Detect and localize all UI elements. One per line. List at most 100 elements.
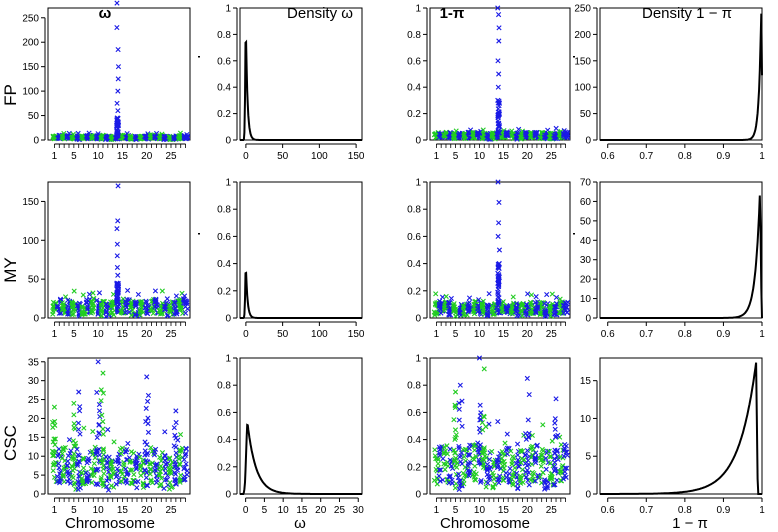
point — [495, 418, 501, 425]
point — [152, 288, 159, 294]
point — [472, 476, 478, 482]
x-tick-label: 0.7 — [639, 329, 653, 340]
point — [70, 456, 76, 462]
y-tick-label: 0.6 — [217, 408, 231, 419]
point — [147, 461, 154, 467]
point — [130, 477, 136, 484]
peak-point — [115, 289, 121, 295]
point — [499, 134, 505, 141]
y-tick-label: 0.2 — [407, 462, 421, 473]
outlier-point — [553, 396, 559, 402]
peak-point — [495, 113, 502, 119]
outlier-point — [100, 370, 106, 376]
point — [512, 465, 518, 471]
point — [121, 462, 127, 468]
point — [162, 457, 168, 463]
point — [471, 457, 477, 463]
point — [103, 310, 109, 316]
x-tick-label: 25 — [334, 505, 346, 516]
x-tick-label: 100 — [311, 151, 328, 162]
density-curve — [240, 271, 362, 319]
point — [52, 436, 59, 442]
point — [564, 129, 570, 136]
point — [533, 450, 539, 456]
point — [132, 311, 138, 317]
xlabel-chromosome-1: Chromosome — [65, 515, 155, 532]
point — [119, 471, 125, 477]
outlier-point — [95, 359, 101, 365]
point — [558, 478, 564, 484]
point — [148, 477, 154, 483]
point — [124, 446, 130, 453]
point — [456, 443, 462, 449]
x-tick-label: 50 — [277, 329, 289, 340]
point — [443, 293, 449, 300]
point — [167, 306, 174, 312]
x-tick-label: 1 — [759, 329, 765, 340]
point — [144, 398, 151, 404]
point — [96, 422, 102, 428]
panel-CSC-density-omega: 00.20.40.60.810 5 10 15 20 25 30 — [217, 354, 364, 517]
point — [447, 446, 453, 452]
point — [536, 455, 543, 461]
point — [452, 463, 458, 469]
point — [177, 431, 184, 438]
peak-point — [496, 281, 502, 287]
y-tick-label: 0.6 — [217, 232, 231, 243]
y-tick-label: 0.4 — [217, 259, 231, 270]
point — [441, 305, 448, 311]
point — [56, 446, 62, 452]
point — [489, 448, 495, 455]
x-tick-label: 150 — [348, 329, 365, 340]
y-tick-label: 1 — [225, 178, 231, 189]
point — [172, 459, 178, 465]
point — [158, 475, 165, 481]
point — [79, 312, 85, 318]
peak-point — [495, 130, 502, 136]
panel-MY-density-omega: 0 0.2 0.4 0.6 0.8 1 0 50 100 150 — [217, 178, 365, 341]
point — [506, 445, 512, 451]
y-tick-label: 50 — [28, 111, 40, 122]
point — [162, 477, 169, 483]
point — [181, 296, 187, 302]
point — [137, 309, 143, 315]
point — [177, 462, 183, 468]
point — [552, 420, 558, 426]
point — [173, 435, 179, 441]
point — [182, 310, 189, 316]
point — [100, 419, 106, 425]
x-tick-label: 1 — [434, 151, 440, 162]
point — [452, 427, 459, 433]
density-curve — [600, 362, 762, 495]
peak-point — [496, 38, 502, 44]
y-tick-label: 10 — [28, 452, 40, 463]
point — [503, 474, 510, 480]
point — [56, 465, 62, 471]
column-title-1-minus-pi: 1-π — [440, 5, 465, 22]
point — [503, 447, 509, 453]
point — [172, 476, 178, 483]
point — [111, 312, 117, 318]
point — [509, 458, 515, 464]
point — [519, 303, 526, 309]
point — [118, 308, 124, 314]
point — [182, 452, 188, 458]
point — [547, 460, 553, 466]
peak-point — [115, 76, 121, 82]
outlier-point — [524, 375, 530, 381]
point — [503, 131, 509, 137]
y-tick-label: 15 — [580, 376, 592, 387]
point — [75, 420, 82, 426]
point — [89, 480, 95, 486]
y-tick-label: 35 — [28, 357, 40, 368]
point — [474, 130, 480, 136]
point — [518, 460, 524, 466]
peak-point — [495, 118, 501, 124]
panel-FP-density-omega: 0 0.2 0.4 0.6 0.8 1 0 50 100 150 — [217, 4, 365, 163]
y-tick-label: 1 — [225, 354, 231, 365]
point — [139, 298, 145, 305]
x-tick-label: 15 — [117, 329, 129, 340]
point — [123, 478, 129, 485]
point — [55, 460, 62, 467]
density-curve — [240, 423, 362, 495]
